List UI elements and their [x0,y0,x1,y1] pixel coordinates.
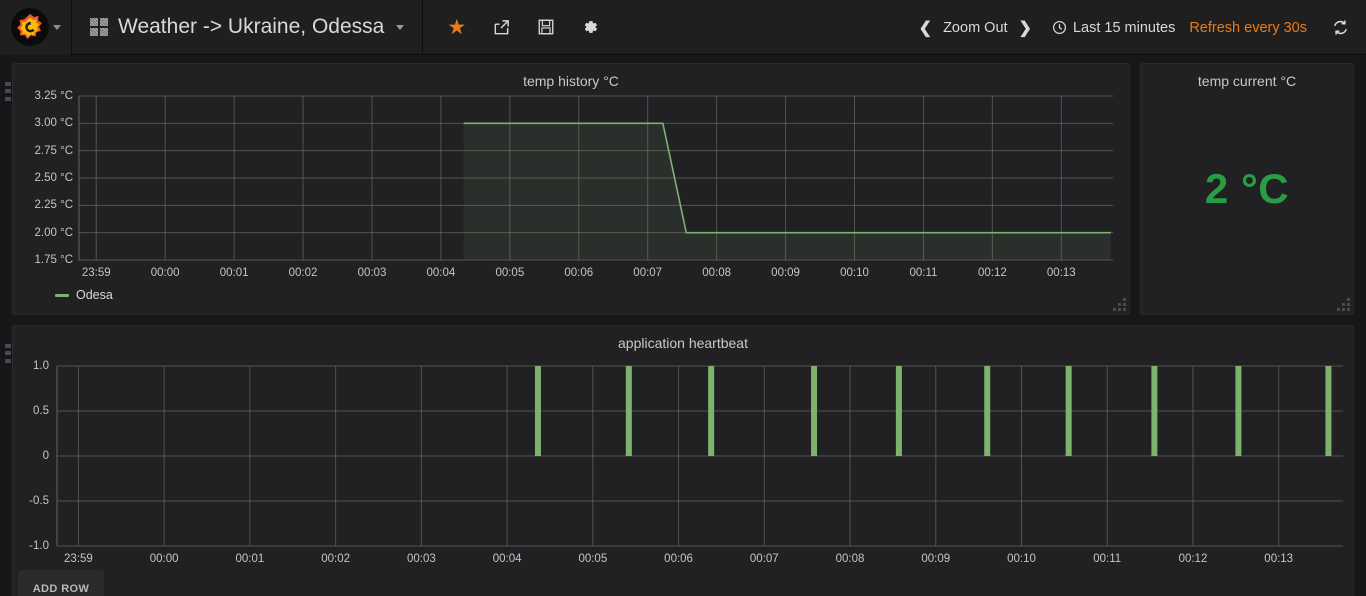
y-axis-tick-label: 2.25 °C [34,199,73,212]
nav-time-controls: ❮ Zoom Out ❯ Last 15 minutes Refresh eve… [919,0,1366,55]
singlestat-value: 2 °C [1204,165,1290,212]
panel-title[interactable]: application heartbeat [618,335,748,351]
grafana-logo-icon[interactable] [10,8,49,46]
legend-temp-history[interactable]: Odesa [55,288,113,302]
y-axis-tick-label: 0.5 [33,405,49,417]
graph-canvas-heartbeat[interactable] [13,326,1355,596]
graph-application-heartbeat[interactable]: 1.0 0.5 0 -0.5 -1.0 23:59 00:00 00:01 00:02 00:0… [13,326,1353,596]
heartbeat-bar [811,366,818,456]
chevron-left-icon[interactable]: ❮ [918,19,933,37]
graph-temp-history[interactable]: 1.75 °C 2.00 °C 2.25 °C 2.50 °C 2.75 °C 3.00 … [13,64,1129,314]
x-axis-tick-label: 00:06 [564,267,594,279]
x-axis-tick-label: 00:07 [633,267,663,279]
x-axis-tick-label: 00:05 [578,553,608,565]
legend-swatch-icon [55,293,69,297]
x-axis-tick-label: 00:09 [771,267,800,279]
share-icon[interactable] [492,18,511,37]
y-axis-tick-label: 1.75 °C [34,254,73,266]
time-range-picker[interactable]: Last 15 minutes [1052,20,1175,36]
y-axis-tick-label: 1.0 [33,360,49,372]
panel-temp-current[interactable]: temp current °C 2 °C [1140,63,1354,315]
panel-drag-handle[interactable] [5,82,11,102]
refresh-icon[interactable] [1331,18,1350,37]
x-axis-tick-label: 00:05 [495,267,525,279]
refresh-interval-label[interactable]: Refresh every 30s [1189,19,1307,36]
x-axis-tick-label: 00:01 [235,553,265,565]
heartbeat-bar [708,366,715,456]
panel-title[interactable]: temp history °C [523,73,619,89]
y-axis-tick-label: 2.50 °C [34,172,73,184]
heartbeat-bar [1151,366,1158,456]
zoom-out-control[interactable]: ❮ Zoom Out ❯ [919,18,1032,38]
caret-down-icon[interactable] [52,24,61,30]
nav-logo-button[interactable] [0,0,72,55]
y-axis-tick-label: 3.25 °C [34,90,73,102]
x-axis-tick-label: 00:03 [357,267,387,279]
x-axis-tick-label: 00:10 [1007,553,1036,565]
x-axis-tick-label: 00:00 [150,267,180,279]
heartbeat-bar [1065,366,1072,456]
x-axis-tick-label: 00:07 [749,553,779,565]
heartbeat-bar [1325,366,1332,456]
x-axis-tick-label: 00:11 [909,267,938,279]
x-axis-tick-label: 23:59 [81,267,111,279]
star-icon[interactable]: ★ [447,15,467,39]
y-axis-tick-label: 2.00 °C [34,226,73,239]
x-axis-tick-label: 00:08 [835,553,865,565]
nav-action-buttons: ★ [423,0,623,55]
top-navbar: Weather -> Ukraine, Odessa ★ [0,0,1366,55]
x-axis-tick-label: 00:12 [977,267,1007,279]
x-axis-tick-label: 00:08 [702,267,732,279]
x-axis-tick-label: 00:04 [426,267,456,279]
x-axis-tick-label: 00:13 [1046,267,1076,279]
heartbeat-bar [534,366,541,456]
clock-icon [1052,20,1067,35]
panel-application-heartbeat[interactable]: application heartbeat 1.0 0.5 0 -0.5 -1.0 23… [5,325,1354,596]
y-axis-tick-label: 2.75 °C [34,144,73,157]
x-axis-tick-label: 00:02 [321,553,351,565]
x-axis-tick-label: 00:04 [492,553,522,565]
x-axis-tick-label: 00:02 [288,267,318,279]
add-row-button[interactable]: ADD ROW [18,570,104,596]
y-axis-tick-label: 3.00 °C [34,117,73,130]
x-axis-tick-label: 00:11 [1093,553,1122,565]
panel-temp-history[interactable]: temp history °C 1.75 °C 2.00 °C 2.25 °C 2.5… [5,63,1130,315]
heartbeat-bar [984,366,991,456]
zoom-out-label[interactable]: Zoom Out [943,19,1008,36]
heartbeat-bar [895,366,902,456]
panel-resize-handle[interactable] [1337,298,1350,311]
panel-title[interactable]: temp current °C [1197,73,1297,89]
title-caret-down-icon[interactable] [396,24,405,30]
panel-drag-handle[interactable] [5,344,11,364]
time-range-label[interactable]: Last 15 minutes [1072,19,1176,36]
x-axis-tick-label: 00:00 [149,553,179,565]
heartbeat-bar [625,366,632,456]
x-axis-tick-label: 00:06 [664,553,693,565]
save-icon[interactable] [537,18,555,36]
chevron-right-icon[interactable]: ❯ [1018,19,1032,37]
x-axis-tick-label: 00:03 [406,553,436,565]
y-axis-tick-label: -0.5 [29,495,49,507]
graph-canvas-temp-history[interactable] [13,64,1131,316]
y-axis-tick-label: -1.0 [29,540,49,552]
x-axis-tick-label: 00:01 [219,267,249,279]
x-axis-tick-label: 00:13 [1264,553,1294,565]
page-title: Weather -> Ukraine, Odessa [118,15,385,38]
y-axis-tick-label: 0 [42,450,49,462]
settings-gear-icon[interactable] [581,18,599,36]
x-axis-tick-label: 23:59 [64,553,93,565]
x-axis-tick-label: 00:09 [921,553,951,565]
panel-resize-handle[interactable] [1113,298,1126,311]
dashboard-board: temp history °C 1.75 °C 2.00 °C 2.25 °C 2.5… [0,55,1366,596]
x-axis-tick-label: 00:10 [840,267,869,279]
x-axis-tick-label: 00:12 [1178,553,1208,565]
legend-label[interactable]: Odesa [76,288,113,302]
dashboard-title-picker[interactable]: Weather -> Ukraine, Odessa [72,0,424,55]
heartbeat-bar [1235,366,1242,456]
dashboard-grid-icon [90,18,108,36]
